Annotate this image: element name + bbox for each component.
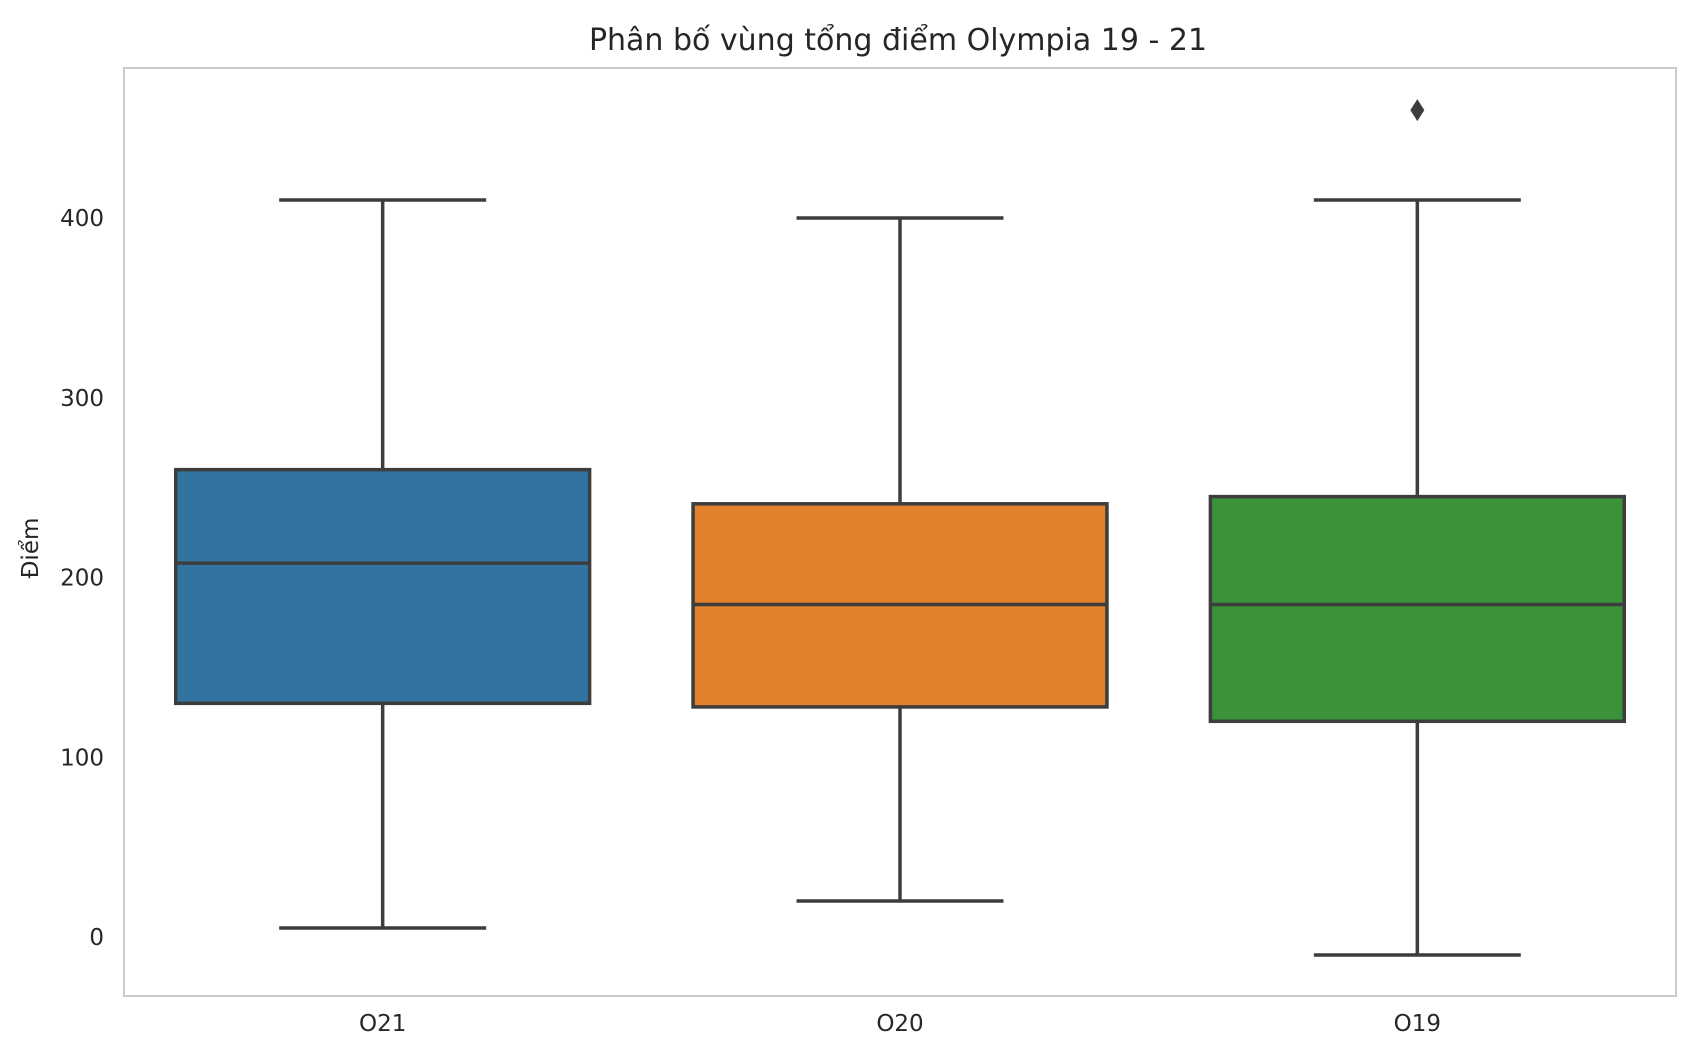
y-tick-label: 100	[60, 745, 104, 771]
x-tick-label: O19	[1394, 1011, 1441, 1037]
iqr-box	[1208, 494, 1627, 724]
x-tick-label: O20	[876, 1011, 923, 1037]
outlier-point	[1410, 99, 1425, 122]
y-tick-label: 300	[60, 386, 104, 412]
box-o19	[1208, 99, 1627, 957]
y-tick-label: 400	[60, 206, 104, 232]
box-o20	[691, 216, 1109, 903]
y-tick-label: 0	[89, 925, 104, 951]
x-tick-label: O21	[359, 1011, 406, 1037]
y-tick-label: 200	[60, 566, 104, 592]
y-axis-label: Điểm	[18, 518, 44, 579]
box-o21	[173, 198, 592, 930]
chart-title: Phân bố vùng tổng điểm Olympia 19 - 21	[589, 22, 1207, 58]
y-tick-labels: 0 100 200 300 400	[60, 206, 104, 951]
plot-frame	[123, 67, 1677, 997]
x-tick-labels: O21 O20 O19	[359, 1011, 1441, 1037]
boxes-group	[173, 99, 1627, 957]
iqr-box	[173, 467, 592, 706]
